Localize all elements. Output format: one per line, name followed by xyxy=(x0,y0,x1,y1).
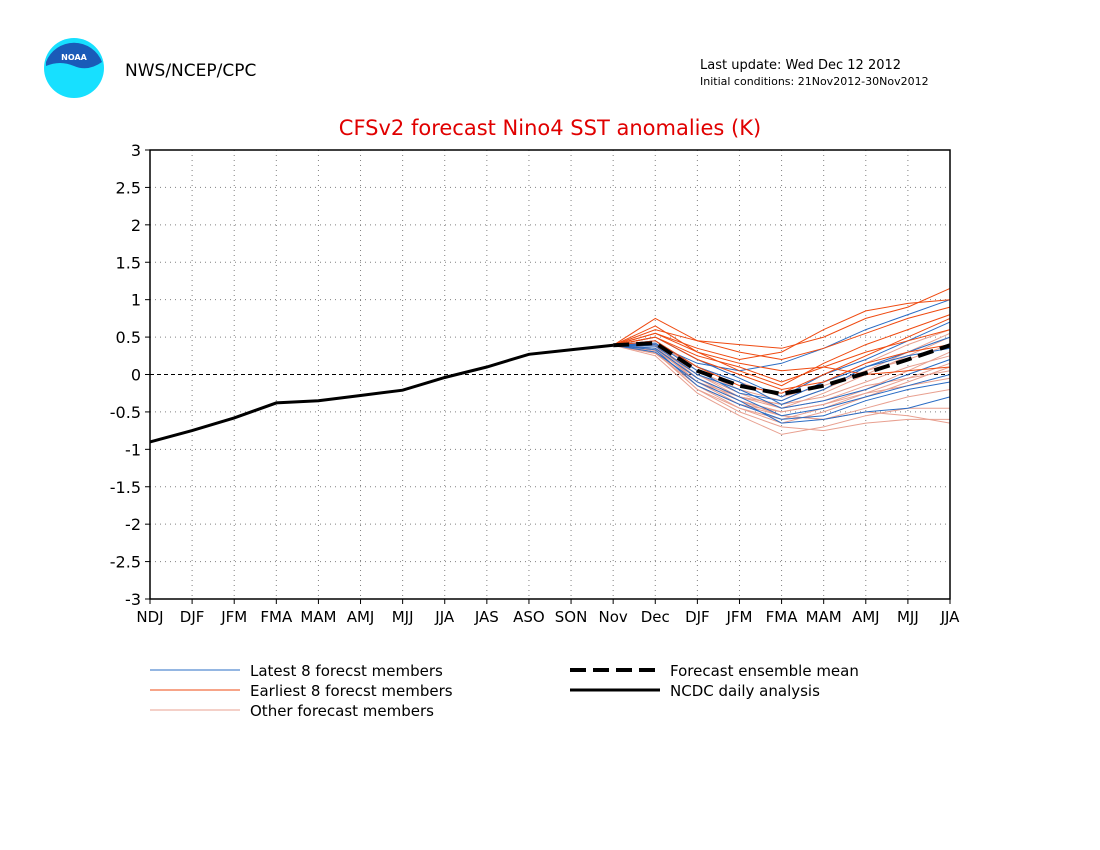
latest-member-line xyxy=(613,344,951,409)
noaa-logo: NOAA xyxy=(44,38,104,98)
earliest-member-line xyxy=(613,336,951,391)
initial-conditions: Initial conditions: 21Nov2012-30Nov2012 xyxy=(700,75,929,88)
x-tick-label: NDJ xyxy=(136,608,163,626)
y-tick-label: 1 xyxy=(131,291,141,310)
y-tick-label: -1 xyxy=(125,440,141,459)
latest-member-line xyxy=(613,344,951,420)
legend-label-other: Other forecast members xyxy=(250,702,434,720)
last-update: Last update: Wed Dec 12 2012 xyxy=(700,58,901,73)
y-tick-label: -1.5 xyxy=(110,478,141,497)
legend-label-latest: Latest 8 forecst members xyxy=(250,662,443,680)
analysis-line xyxy=(149,343,614,444)
x-tick-label: FMA xyxy=(260,608,293,626)
x-tick-label: AMJ xyxy=(347,608,375,626)
y-tick-label: 2.5 xyxy=(116,178,141,197)
y-tick-label: -2 xyxy=(125,515,141,534)
legend: Latest 8 forecst members Earliest 8 forec… xyxy=(150,662,859,720)
x-tick-label: MJJ xyxy=(392,608,414,626)
earliest-members xyxy=(612,287,951,394)
x-tick-label: MAM xyxy=(806,608,842,626)
y-tick-label: 3 xyxy=(131,141,141,160)
other-member-line xyxy=(613,344,950,435)
earliest-member-line xyxy=(613,287,951,349)
analysis-line-group xyxy=(149,343,614,444)
logo-top-blue xyxy=(46,42,102,69)
earliest-member-line xyxy=(613,317,951,394)
y-axis: -3 -2.5 -2 -1.5 -1 -0.5 0 0.5 1 1.5 2 2.5 3 xyxy=(110,141,150,609)
y-tick-label: -2.5 xyxy=(110,553,141,572)
x-tick-label: AMJ xyxy=(852,608,880,626)
x-tick-label: Nov xyxy=(599,608,628,626)
logo-text: NOAA xyxy=(61,53,87,62)
earliest-member-line xyxy=(612,306,951,361)
x-tick-label: DJF xyxy=(685,608,710,626)
other-member-line xyxy=(613,332,951,405)
x-tick-label: JJA xyxy=(940,608,961,626)
x-axis: NDJ DJF JFM FMA MAM AMJ MJJ JJA JAS ASO SON Nov Dec D… xyxy=(136,599,960,626)
latest-member-line xyxy=(613,344,951,417)
x-tick-label: MAM xyxy=(300,608,336,626)
latest-members xyxy=(613,299,951,424)
ensemble-mean-line xyxy=(613,341,951,397)
earliest-member-line xyxy=(613,299,951,361)
x-tick-label: FMA xyxy=(766,608,799,626)
earliest-member-line xyxy=(613,329,951,383)
agency-label: NWS/NCEP/CPC xyxy=(125,61,256,81)
y-tick-label: 1.5 xyxy=(116,253,141,272)
y-tick-label: 0 xyxy=(131,366,141,385)
x-tick-label: ASO xyxy=(513,608,545,626)
earliest-member-line xyxy=(612,325,951,376)
y-tick-label: -0.5 xyxy=(110,403,141,422)
plot-frame xyxy=(149,149,951,600)
x-tick-label: MJJ xyxy=(897,608,919,626)
x-tick-label: JAS xyxy=(474,608,499,626)
legend-label-analysis: NCDC daily analysis xyxy=(670,682,820,700)
x-tick-label: SON xyxy=(555,608,588,626)
x-tick-label: JFM xyxy=(220,608,247,626)
y-tick-label: -3 xyxy=(125,590,141,609)
ensemble-mean-group xyxy=(613,341,951,397)
x-tick-label: JFM xyxy=(725,608,752,626)
grid xyxy=(150,150,950,599)
x-tick-label: DJF xyxy=(180,608,205,626)
y-tick-label: 0.5 xyxy=(116,328,141,347)
x-tick-label: JJA xyxy=(434,608,455,626)
x-tick-label: Dec xyxy=(641,608,670,626)
legend-label-mean: Forecast ensemble mean xyxy=(670,662,859,680)
earliest-member-line xyxy=(613,314,951,387)
y-tick-label: 2 xyxy=(131,216,141,235)
chart-title: CFSv2 forecast Nino4 SST anomalies (K) xyxy=(339,116,761,140)
legend-label-earliest: Earliest 8 forecst members xyxy=(250,682,453,700)
